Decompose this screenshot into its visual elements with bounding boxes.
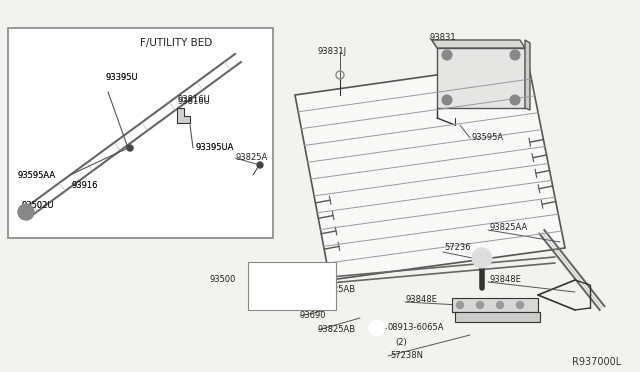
Text: 93848E: 93848E [490,276,522,285]
Circle shape [127,155,133,161]
Circle shape [497,301,504,308]
Text: 93825AB: 93825AB [318,285,356,295]
Text: 93595A: 93595A [472,134,504,142]
Text: 93395U: 93395U [105,74,138,83]
Text: 57236: 57236 [444,244,470,253]
Text: N: N [374,324,380,333]
Circle shape [456,301,463,308]
Text: 93825AB: 93825AB [318,326,356,334]
Circle shape [369,320,385,336]
Circle shape [510,50,520,60]
Text: 93825AA: 93825AA [490,224,528,232]
Text: 93848E: 93848E [406,295,438,305]
Text: 93395U: 93395U [105,74,138,83]
Circle shape [510,95,520,105]
Text: 93916: 93916 [72,180,99,189]
Text: 93816U: 93816U [178,97,211,106]
Text: 93690: 93690 [300,311,326,321]
Text: 93502U: 93502U [22,201,54,209]
Circle shape [257,162,263,168]
Text: 93595AA: 93595AA [18,170,56,180]
Circle shape [127,145,133,151]
Text: 93595AA: 93595AA [18,170,56,180]
Circle shape [472,248,492,268]
Circle shape [442,50,452,60]
Polygon shape [432,40,525,48]
Polygon shape [437,48,525,108]
Polygon shape [177,108,190,123]
Text: R937000L: R937000L [572,357,621,367]
Circle shape [477,301,483,308]
Bar [248,262,336,310]
Text: 93500: 93500 [210,276,236,285]
Text: 93831: 93831 [430,33,456,42]
Text: F/UTILITY BED: F/UTILITY BED [140,38,212,48]
Text: (2): (2) [395,337,407,346]
Text: 08913-6065A: 08913-6065A [388,324,445,333]
Text: 93916: 93916 [72,180,99,189]
Circle shape [442,95,452,105]
Text: 93502U: 93502U [22,201,54,209]
Bar [8,28,273,238]
Polygon shape [455,312,540,322]
Text: 93395UA: 93395UA [196,144,234,153]
Text: 93816U: 93816U [178,96,211,105]
Text: 93395UA: 93395UA [196,144,234,153]
Circle shape [516,301,524,308]
Polygon shape [525,40,530,110]
Circle shape [18,204,34,220]
Polygon shape [295,62,565,280]
Text: 93831J: 93831J [318,48,347,57]
Polygon shape [452,298,538,312]
Text: 57238N: 57238N [390,352,423,360]
Text: 93825A: 93825A [236,154,268,163]
